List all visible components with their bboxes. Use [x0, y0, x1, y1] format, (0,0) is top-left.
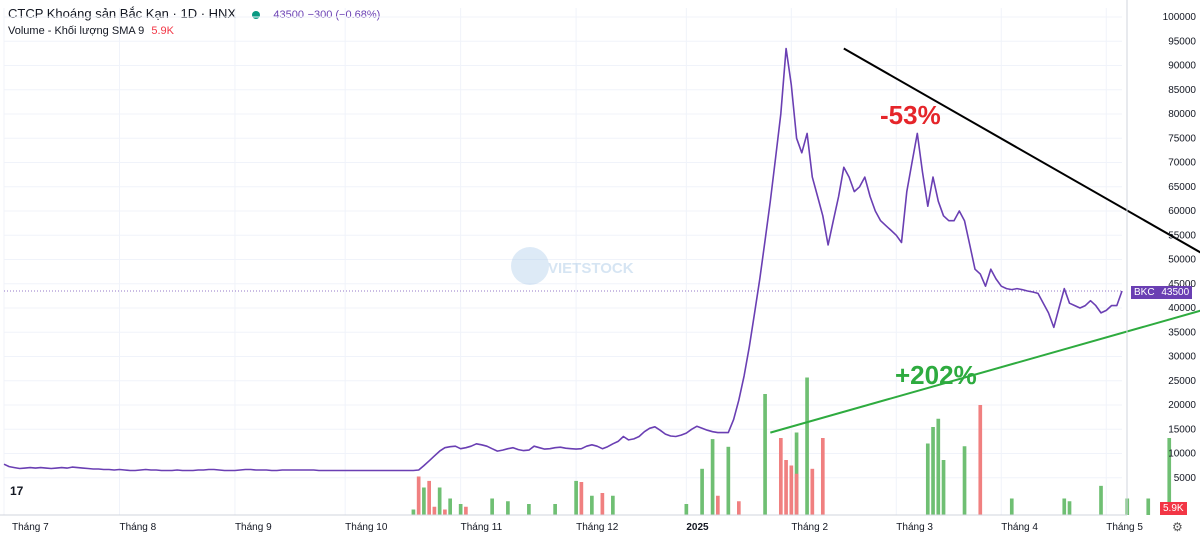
volume-bar-up: [1146, 498, 1151, 515]
y-tick-label: 65000: [1168, 182, 1196, 193]
volume-bar-down: [427, 480, 431, 515]
x-tick-label: 2025: [686, 522, 709, 533]
volume-bar-up: [611, 495, 615, 515]
x-tick-label: Tháng 8: [119, 522, 156, 533]
volume-bar-down: [794, 473, 799, 515]
volume-value: 5.9K: [151, 25, 174, 37]
y-tick-label: 85000: [1168, 85, 1196, 96]
volume-bar-down: [579, 482, 584, 515]
volume-bar-up: [590, 495, 594, 515]
volume-legend: Volume - Khối lượng SMA 9 5.9K: [8, 25, 174, 37]
volume-bar-up: [506, 501, 510, 515]
volume-bar-down: [443, 509, 447, 515]
volume-bar-up: [422, 487, 426, 515]
volume-bar-down: [464, 506, 468, 515]
volume-tag: 5.9K: [1160, 502, 1187, 515]
y-tick-label: 15000: [1168, 424, 1196, 435]
x-tick-label: Tháng 3: [896, 522, 933, 533]
volume-label: Volume - Khối lượng: [8, 25, 109, 37]
volume-bar-down: [778, 438, 783, 515]
y-tick-label: 55000: [1168, 230, 1196, 241]
y-tick-label: 25000: [1168, 376, 1196, 387]
volume-bar-up: [1062, 498, 1067, 515]
x-tick-label: Tháng 4: [1001, 522, 1038, 533]
volume-bar-up: [710, 439, 715, 515]
volume-bar-up: [1167, 438, 1172, 515]
x-tick-label: Tháng 10: [345, 522, 388, 533]
last-price: 43500: [273, 9, 304, 21]
y-tick-label: 75000: [1168, 133, 1196, 144]
y-tick-label: 35000: [1168, 327, 1196, 338]
volume-bar-up: [962, 446, 967, 515]
volume-bar-down: [716, 495, 720, 515]
volume-bar-down: [432, 506, 437, 515]
y-tick-label: 30000: [1168, 352, 1196, 363]
volume-bar-up: [763, 394, 767, 515]
x-tick-label: Tháng 9: [235, 522, 272, 533]
y-tick-label: 100000: [1163, 12, 1197, 23]
y-tick-label: 60000: [1168, 206, 1196, 217]
volume-bar-up: [553, 504, 557, 515]
volume-bar-up: [684, 504, 689, 515]
volume-bar-up: [458, 504, 463, 515]
volume-bar-down: [784, 460, 788, 515]
uptrend-arrow: [770, 309, 1200, 434]
volume-bar-down: [978, 405, 983, 515]
volume-bar-up: [931, 427, 935, 515]
y-tick-label: 5000: [1174, 473, 1197, 484]
volume-bar-up: [411, 509, 416, 515]
volume-bar-up: [805, 377, 809, 515]
x-tick-label: Tháng 2: [791, 522, 828, 533]
watermark-text: VIETSTOCK: [548, 260, 634, 277]
price-series-line: [3, 47, 1123, 472]
volume-bar-up: [936, 418, 941, 515]
x-tick-label: Tháng 7: [12, 522, 49, 533]
x-tick-label: Tháng 11: [461, 522, 503, 533]
x-tick-label: Tháng 12: [576, 522, 619, 533]
market-status-icon: [251, 10, 260, 19]
price-change: −300 (−0.68%): [307, 9, 381, 21]
volume-bar-up: [490, 498, 494, 515]
volume-bar-down: [810, 468, 815, 515]
volume-bar-down: [600, 493, 605, 515]
y-tick-label: 95000: [1168, 36, 1196, 47]
tradingview-logo[interactable]: 17: [10, 484, 24, 498]
y-tick-label: 10000: [1168, 449, 1196, 460]
volume-bar-up: [700, 468, 704, 515]
volume-bar-up: [1067, 501, 1072, 515]
volume-bar-up: [1009, 498, 1014, 515]
volume-bar-up: [574, 480, 578, 515]
volume-bar-up: [941, 460, 946, 515]
price-tag-value: 43500: [1161, 287, 1190, 298]
watermark-logo: VIETSTOCK: [511, 247, 634, 285]
volume-bar-up: [448, 498, 452, 515]
x-tick-label: Tháng 5: [1106, 522, 1143, 533]
volume-bar-up: [925, 443, 930, 515]
uptrend-label: +202%: [895, 360, 977, 390]
volume-bar-down: [820, 438, 825, 515]
y-tick-label: 20000: [1168, 400, 1196, 411]
y-tick-label: 80000: [1168, 109, 1196, 120]
y-tick-label: 45000: [1168, 279, 1196, 290]
watermark-circle: [511, 247, 549, 285]
volume-bar-down: [789, 465, 794, 515]
volume-bar-down: [736, 501, 741, 515]
settings-icon[interactable]: ⚙: [1172, 520, 1183, 534]
price-tag-symbol: BKC: [1134, 287, 1155, 298]
downtrend-label: -53%: [880, 100, 941, 130]
price-tag: BKC 43500: [1131, 286, 1193, 299]
y-tick-label: 40000: [1168, 303, 1196, 314]
y-tick-label: 70000: [1168, 158, 1196, 169]
y-tick-label: 90000: [1168, 61, 1196, 72]
volume-bar-up: [1099, 485, 1103, 515]
volume-bar-up: [437, 487, 442, 515]
volume-bar-down: [416, 476, 421, 515]
volume-bar-up: [527, 504, 531, 515]
y-tick-label: 50000: [1168, 255, 1196, 266]
downtrend-arrow: [843, 47, 1200, 254]
volume-bar-up: [726, 446, 731, 515]
